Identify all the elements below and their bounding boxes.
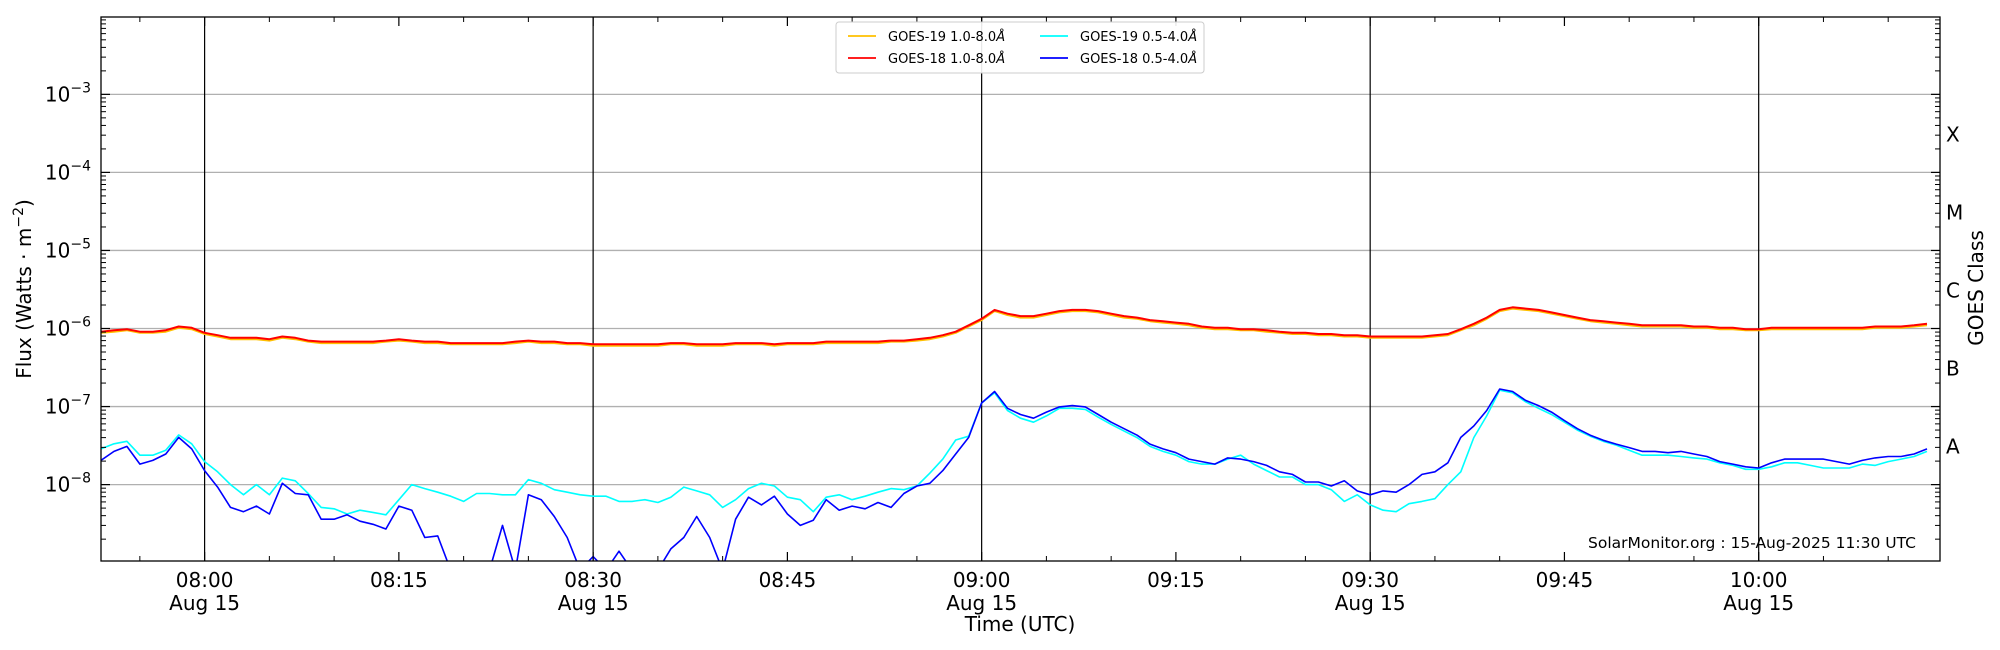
x-tick-date: Aug 15	[1335, 591, 1406, 615]
legend-label-text: GOES-18 1.0-8.0	[888, 52, 996, 67]
series-line-goes-19-0-5-4-0	[101, 389, 1928, 516]
series-line-goes-18-1-0-8-0	[101, 306, 1928, 346]
series-lines	[101, 306, 1928, 561]
y-tick-labels: 10−310−410−510−610−710−8	[45, 80, 91, 496]
legend-label-unit: Å	[1187, 51, 1197, 67]
legend-label-unit: Å	[995, 51, 1005, 67]
goes-class-labels: X M C B A	[1946, 122, 1963, 458]
y-tick-base: 10	[45, 82, 70, 106]
y-tick-base: 10	[45, 317, 70, 341]
series-line-goes-18-0-5-4-0	[101, 388, 1928, 561]
series-line-goes-19-1-0-8-0	[101, 307, 1928, 347]
x-tick-time: 09:15	[1147, 568, 1205, 592]
plot-frame	[100, 16, 1941, 562]
y-tick-exponent: −3	[70, 80, 91, 96]
legend-label: GOES-19 0.5-4.0Å	[1080, 29, 1197, 45]
y-tick-base: 10	[45, 473, 70, 497]
y-tick-base: 10	[45, 160, 70, 184]
x-axis-label: Time (UTC)	[964, 612, 1076, 636]
legend-label: GOES-18 1.0-8.0Å	[888, 51, 1005, 67]
axis-ticks	[101, 17, 1940, 561]
legend-label-text: GOES-19 0.5-4.0	[1080, 30, 1188, 45]
y-tick-exponent: −8	[70, 471, 91, 487]
y-tick-label: 10−4	[45, 158, 91, 184]
x-tick-time: 08:45	[759, 568, 817, 592]
legend-label-unit: Å	[1187, 29, 1197, 45]
goes-class-label: A	[1946, 435, 1960, 459]
grid-lines	[101, 93, 1940, 486]
y-tick-exponent: −5	[70, 236, 91, 252]
x-tick-time: 09:45	[1536, 568, 1594, 592]
x-tick-time: 08:00	[176, 568, 234, 592]
source-annotation: SolarMonitor.org : 15-Aug-2025 11:30 UTC	[1588, 534, 1916, 552]
y-tick-label: 10−7	[45, 393, 91, 419]
x-tick-date: Aug 15	[1723, 591, 1794, 615]
goes-class-label: C	[1946, 278, 1960, 302]
legend-box	[835, 21, 1205, 74]
goes-class-label: B	[1946, 357, 1960, 381]
y-tick-base: 10	[45, 395, 70, 419]
time-marker-lines	[204, 17, 1760, 561]
legend-label-unit: Å	[995, 29, 1005, 45]
x-tick-time: 08:30	[564, 568, 622, 592]
legend-label-text: GOES-18 0.5-4.0	[1080, 52, 1188, 67]
y-tick-label: 10−3	[45, 80, 91, 106]
y-tick-exponent: −7	[70, 393, 91, 409]
x-tick-time: 08:15	[370, 568, 428, 592]
goes-class-label: X	[1946, 122, 1960, 146]
x-tick-time: 10:00	[1730, 568, 1788, 592]
y-tick-base: 10	[45, 238, 70, 262]
x-tick-date: Aug 15	[169, 591, 240, 615]
y-tick-exponent: −6	[70, 315, 91, 331]
x-tick-date: Aug 15	[946, 591, 1017, 615]
goes-class-label: M	[1946, 200, 1963, 224]
legend-label: GOES-19 1.0-8.0Å	[888, 29, 1005, 45]
right-axis-label: GOES Class	[1964, 230, 1988, 346]
y-axis-label: Flux (Watts · m−2)	[11, 199, 36, 379]
x-tick-time: 09:00	[953, 568, 1011, 592]
x-tick-time: 09:30	[1341, 568, 1399, 592]
legend-label-text: GOES-19 1.0-8.0	[888, 30, 996, 45]
y-tick-label: 10−6	[45, 315, 91, 341]
y-tick-label: 10−8	[45, 471, 91, 497]
legend-label: GOES-18 0.5-4.0Å	[1080, 51, 1197, 67]
y-tick-label: 10−5	[45, 236, 91, 262]
y-tick-exponent: −4	[70, 158, 91, 174]
x-tick-date: Aug 15	[558, 591, 629, 615]
